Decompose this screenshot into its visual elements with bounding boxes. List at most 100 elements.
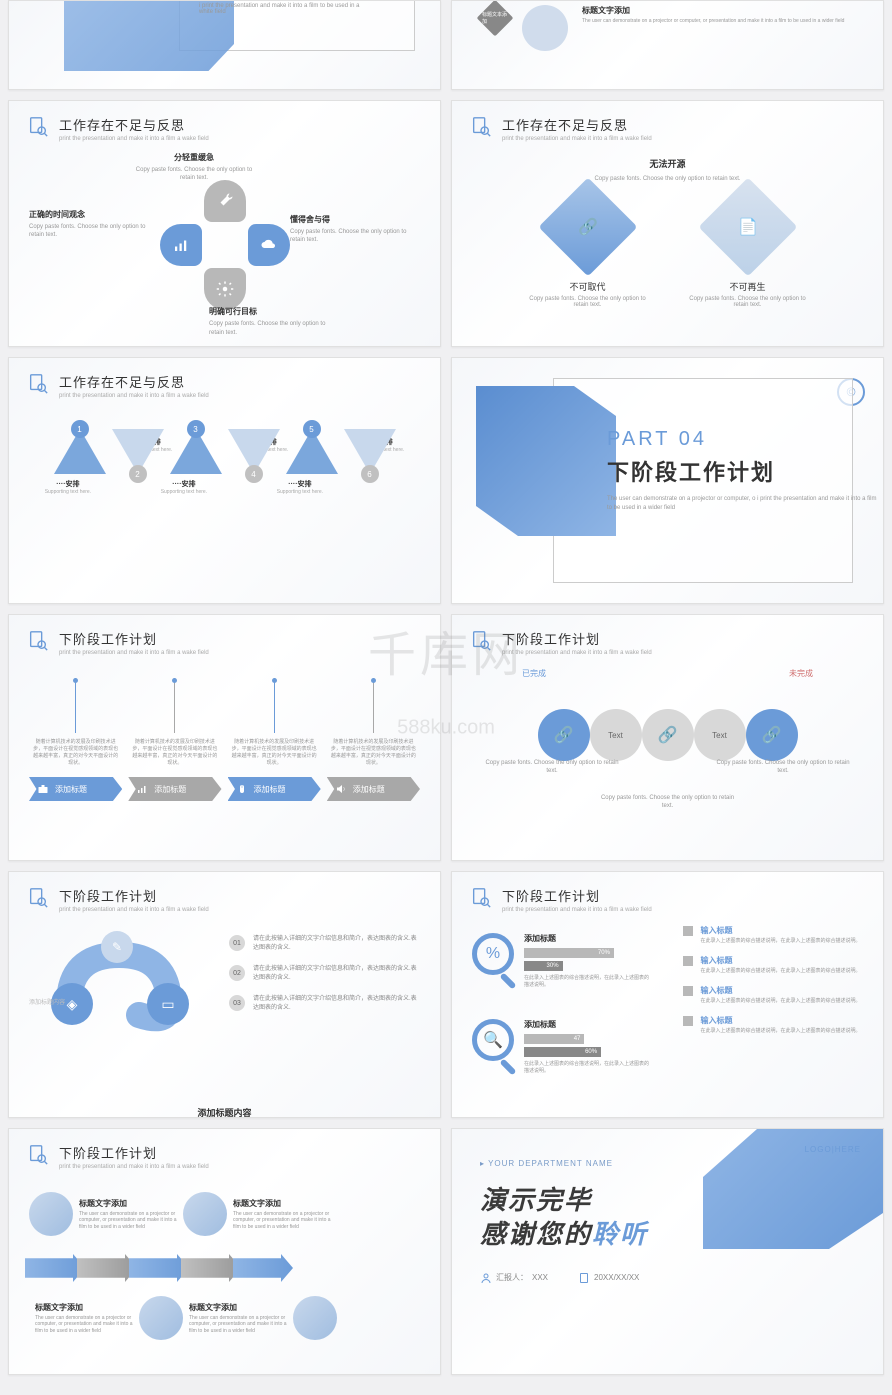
slide-title: 下阶段工作计划 <box>59 629 209 648</box>
slide-top-left: i print the presentation and make it int… <box>8 0 441 90</box>
right-item-1: 输入标题在此录入上述图表的综合描述说明，在此录入上述图表的综合描述说明。 <box>683 925 864 945</box>
slide-arrows: 下阶段工作计划 print the presentation and make … <box>8 614 441 861</box>
right-item-2: 输入标题在此录入上述图表的综合描述说明，在此录入上述图表的综合描述说明。 <box>683 955 864 975</box>
right-item-3: 输入标题在此录入上述图表的综合描述说明，在此录入上述图表的综合描述说明。 <box>683 985 864 1005</box>
doc-search-icon <box>27 372 49 394</box>
logo-text: LOGO|HERE <box>805 1145 861 1154</box>
slide-magnifiers: 下阶段工作计划 print the presentation and make … <box>451 871 884 1118</box>
slide-subtitle: print the presentation and make it into … <box>59 393 209 399</box>
diamond-desc: Copy paste fonts. Choose the only option… <box>528 296 648 308</box>
pill-caption: Copy paste fonts. Choose the only option… <box>598 795 738 811</box>
arrow-tag: 添加标题 <box>228 777 321 801</box>
slide-subtitle: print the presentation and make it into … <box>502 136 652 142</box>
speaker-icon <box>335 783 347 795</box>
tri-number: 1 <box>71 420 89 438</box>
chain-image <box>183 1192 227 1236</box>
arrow-col-2: 随着计算机技术的发展及印刷技术进步，平面设计在视觉感观领域的表现也越来越丰富，真… <box>128 678 221 801</box>
slide-section-title: © PART 04 下阶段工作计划 The user can demonstra… <box>451 357 884 604</box>
doc-icon <box>578 1272 590 1284</box>
diamond-icon: ◈ <box>67 996 78 1013</box>
mag-item-1: % 添加标题 70% 30% 在此录入上述图表的综合描述说明，在此录入上述图表的… <box>472 933 653 989</box>
status-desc: Copy paste fonts. Choose the only option… <box>472 176 863 182</box>
slide-subtitle: print the presentation and make it into … <box>59 907 209 913</box>
slide-subtitle: print the presentation and make it into … <box>59 650 209 656</box>
diamond-title: 不可再生 <box>729 280 765 293</box>
cross-label-bottom: 明确可行目标Copy paste fonts. Choose the only … <box>209 306 339 337</box>
diamond-item-1: 🔗 不可取代 Copy paste fonts. Choose the only… <box>528 192 648 308</box>
title-ribbon <box>476 386 616 536</box>
pill-chain: 🔗 Text 🔗 Text 🔗 <box>472 709 863 761</box>
pill-text: Text <box>590 709 642 761</box>
diamond-title: 不可取代 <box>569 280 605 293</box>
doc-search-icon <box>470 886 492 908</box>
slide-title: 工作存在不足与反思 <box>502 115 652 134</box>
pill-caption: Copy paste fonts. Choose the only option… <box>482 760 622 776</box>
chain-row-1: 标题文字添加The user can demonstrate on a proj… <box>29 1192 420 1236</box>
part-number: PART 04 <box>607 428 883 451</box>
side-label: 添加标题内容 <box>29 997 65 1006</box>
slide-cross: 工作存在不足与反思 print the presentation and mak… <box>8 100 441 347</box>
chain-arrow <box>25 1254 85 1282</box>
section-heading: 下阶段工作计划 <box>607 455 883 487</box>
slide-triangles: 工作存在不足与反思 print the presentation and mak… <box>8 357 441 604</box>
bar: 47 <box>524 1034 584 1044</box>
wrench-icon <box>216 192 234 210</box>
list-item-1: 01请在此按输入详细的文字介绍信息和简介，表达图表的含义.表达图表的含义. <box>229 935 420 953</box>
diamond-image: 📄 <box>698 178 797 277</box>
label-done: 已完成 <box>522 668 546 679</box>
section-desc: The user can demonstrate on a projector … <box>607 495 883 513</box>
lobe-right <box>248 224 290 266</box>
label-undone: 未完成 <box>789 668 813 679</box>
label-title: 标题文字添加 <box>582 5 844 16</box>
slide-pills: 下阶段工作计划 print the presentation and make … <box>451 614 884 861</box>
cross-label-right: 懂得舍与得Copy paste fonts. Choose the only o… <box>290 214 420 245</box>
s-circle-2: ✎ <box>101 931 133 963</box>
doc-search-icon <box>470 115 492 137</box>
slide-title: 下阶段工作计划 <box>59 886 209 905</box>
slide-title: 下阶段工作计划 <box>59 1143 209 1162</box>
pill-link: 🔗 <box>538 709 590 761</box>
doc-search-icon <box>27 629 49 651</box>
pencil-icon: ✎ <box>112 940 122 954</box>
tri-number: 5 <box>303 420 321 438</box>
chain-image <box>293 1296 337 1340</box>
doc-search-icon <box>27 115 49 137</box>
label-desc: The user can demonstrate on a projector … <box>582 18 844 25</box>
link-icon: 🔗 <box>578 217 598 237</box>
briefcase-icon <box>37 783 49 795</box>
arrow-tag: 添加标题 <box>128 777 221 801</box>
circle-image <box>522 5 568 51</box>
doc-search-icon <box>27 1143 49 1165</box>
bottom-title: 添加标题内容 <box>59 1106 390 1118</box>
chain-arrow <box>77 1254 137 1282</box>
diamond-image: 🔗 <box>538 178 637 277</box>
arrow-col-3: 随着计算机技术的发展及印刷技术进步，平面设计在视觉感观领域的表现也越来越丰富，真… <box>228 678 321 801</box>
magnifier-icon: 🔍 <box>472 1019 514 1061</box>
diamond-item-2: 📄 不可再生 Copy paste fonts. Choose the only… <box>688 192 808 308</box>
list-item-3: 03请在此按输入详细的文字介绍信息和简介，表达图表的含义.表达图表的含义. <box>229 995 420 1013</box>
slide-chain: 下阶段工作计划 print the presentation and make … <box>8 1128 441 1375</box>
slide-title: 下阶段工作计划 <box>502 629 652 648</box>
s-circle-3: ▭ <box>147 983 189 1025</box>
gear-icon <box>216 280 234 298</box>
arrow-col-1: 随着计算机技术的发展及印刷技术进步，平面设计在视觉感观领域的表现也越来越丰富，真… <box>29 678 122 801</box>
card-icon: ▭ <box>161 996 174 1013</box>
slide-subtitle: print the presentation and make it into … <box>59 1164 209 1170</box>
mag-item-2: 🔍 添加标题 47 60% 在此录入上述图表的综合描述说明，在此录入上述图表的描… <box>472 1019 653 1075</box>
slide-subtitle: print the presentation and make it into … <box>59 136 209 142</box>
chain-image <box>139 1296 183 1340</box>
chain-row-3: 标题文字添加The user can demonstrate on a proj… <box>29 1296 420 1340</box>
pill-text: Text <box>694 709 746 761</box>
right-item-4: 输入标题在此录入上述图表的综合描述说明，在此录入上述图表的综合描述说明。 <box>683 1015 864 1035</box>
tiny-caption: i print the presentation and make it int… <box>199 3 369 15</box>
pill-caption: Copy paste fonts. Choose the only option… <box>713 760 853 776</box>
reporter: 汇报人：XXX <box>480 1272 548 1284</box>
pill-link: 🔗 <box>746 709 798 761</box>
date: 20XX/XX/XX <box>578 1272 639 1284</box>
lobe-top <box>204 180 246 222</box>
bar: 30% <box>524 961 563 971</box>
lobe-bottom <box>204 268 246 310</box>
link-icon: 🔗 <box>762 725 782 745</box>
chain-row-2 <box>29 1254 420 1282</box>
doc-search-icon <box>470 629 492 651</box>
